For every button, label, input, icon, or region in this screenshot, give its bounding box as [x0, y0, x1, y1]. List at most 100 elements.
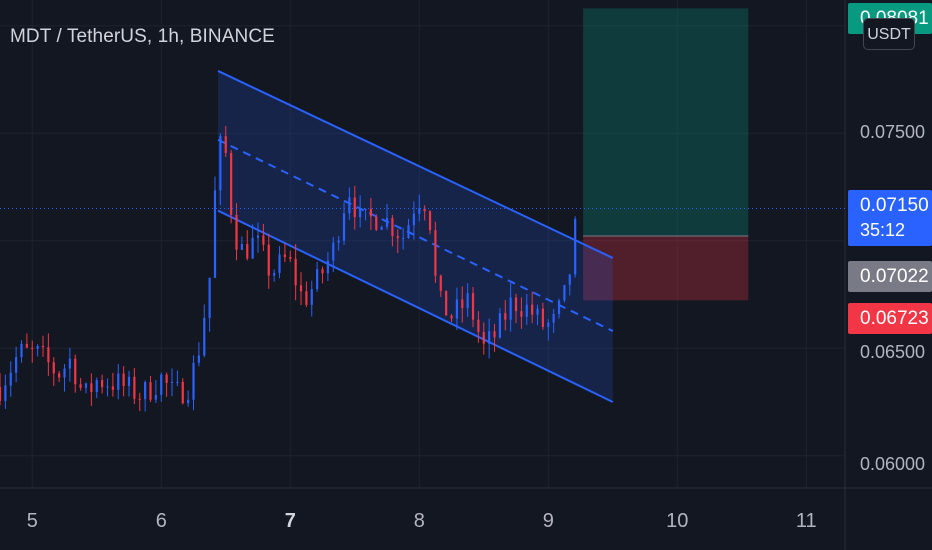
entry-price-badge: 0.07022: [848, 261, 932, 292]
price-tick-label: 0.06000: [860, 454, 926, 474]
candle-body: [477, 319, 480, 332]
candle-body: [251, 237, 254, 259]
candle-body: [375, 216, 378, 230]
candle-body: [36, 346, 39, 349]
candle-body: [434, 230, 437, 276]
candle-body: [165, 374, 168, 383]
candle-body: [514, 297, 518, 312]
candle-body: [31, 347, 34, 349]
candle-body: [187, 399, 190, 404]
candle-body: [246, 244, 249, 259]
candle-body: [160, 374, 163, 395]
candle-body: [267, 244, 270, 276]
candle-body: [219, 136, 222, 191]
candle-body: [525, 304, 528, 317]
last-price-badge: 0.07150 35:12: [848, 190, 932, 246]
candle-body: [353, 197, 356, 218]
candle-body: [310, 289, 313, 305]
candle-body: [176, 381, 179, 383]
candle-body: [25, 343, 28, 348]
candle-body: [504, 313, 507, 320]
candle-body: [289, 257, 292, 259]
candle-body: [557, 300, 561, 314]
candle-body: [488, 331, 491, 344]
stop-price-badge: 0.06723: [848, 303, 932, 334]
last-price-label: 0.07150: [860, 195, 929, 216]
candle-body: [41, 346, 45, 348]
candle-body: [230, 152, 233, 215]
candle-body: [402, 238, 405, 240]
candle-body: [95, 380, 98, 393]
candle-body: [74, 358, 77, 385]
channel-middle-line: [217, 138, 614, 332]
candle-body: [262, 235, 265, 245]
candle-body: [364, 208, 367, 210]
symbol-title: MDT / TetherUS, 1h, BINANCE: [10, 26, 275, 47]
candle-body: [385, 218, 389, 227]
candle-body: [154, 394, 157, 400]
candle-body: [563, 284, 566, 301]
candle-body: [418, 208, 421, 214]
candle-body: [326, 260, 329, 274]
candle-body: [133, 376, 136, 399]
candle-body: [342, 213, 346, 241]
candle-body: [144, 382, 147, 400]
candle-body: [283, 254, 286, 258]
candle-body: [240, 244, 243, 250]
candle-body: [122, 373, 125, 386]
candle-body: [407, 225, 410, 239]
channel-lower-line: [217, 209, 614, 403]
channel-fill: [218, 70, 613, 403]
candle-body: [450, 315, 453, 319]
candle-body: [498, 313, 502, 338]
time-tick-label: 7: [284, 510, 296, 532]
candle-body: [536, 308, 539, 315]
candle-body: [391, 218, 394, 237]
candle-body: [380, 226, 383, 230]
candle-body: [256, 235, 260, 238]
candle-body: [224, 136, 227, 153]
candle-body: [574, 218, 577, 275]
candle-body: [58, 373, 61, 378]
candle-body: [90, 383, 93, 393]
candle-body: [106, 386, 109, 388]
channel-upper-line: [217, 70, 614, 259]
candle-body: [412, 213, 415, 226]
candle-body: [520, 311, 523, 317]
candle-body: [493, 331, 496, 338]
candle-body: [423, 208, 426, 212]
candle-body: [332, 242, 335, 261]
time-tick-label: 8: [413, 510, 425, 532]
candle-body: [101, 380, 104, 388]
candle-body: [47, 347, 50, 363]
candle-body: [84, 383, 88, 388]
candle-body: [369, 208, 372, 217]
candle-body: [455, 299, 459, 319]
candle-body: [273, 272, 276, 276]
bar-countdown: 35:12: [860, 220, 906, 240]
candle-body: [466, 293, 469, 309]
candle-body: [337, 240, 340, 243]
time-tick-label: 5: [26, 510, 38, 532]
candlestick-series: [0, 125, 577, 412]
candle-body: [461, 299, 464, 309]
candle-body: [117, 373, 120, 390]
candle-body: [445, 290, 448, 316]
candle-body: [305, 291, 308, 305]
candle-body: [541, 308, 545, 327]
candle-body: [359, 208, 362, 218]
profit-zone: [583, 8, 749, 237]
time-tick-label: 10: [666, 510, 689, 532]
candle-body: [348, 197, 351, 214]
candle-body: [316, 269, 319, 290]
candle-body: [138, 398, 141, 400]
candle-body: [4, 385, 7, 401]
candle-body: [235, 214, 238, 250]
candle-body: [531, 304, 534, 315]
candle-body: [471, 293, 475, 320]
position-zones: [583, 8, 749, 301]
currency-button[interactable]: USDT: [863, 18, 915, 50]
